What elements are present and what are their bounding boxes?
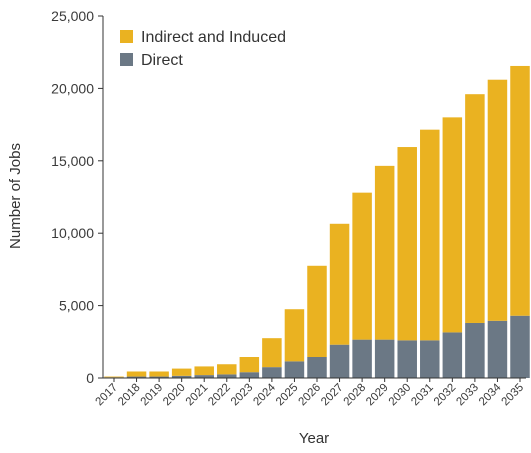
bar-direct-2023	[239, 372, 260, 378]
bar-indirect-and-induced-2032	[442, 117, 463, 333]
x-tick-label-2030: 2030	[387, 382, 414, 409]
x-tick-label-2032: 2032	[432, 382, 459, 409]
bar-indirect-and-induced-2019	[149, 371, 169, 377]
bar-direct-2025	[284, 361, 305, 378]
bar-direct-2028	[352, 339, 372, 378]
bar-indirect-and-induced-2025	[284, 309, 305, 362]
y-tick-label: 20,000	[51, 80, 94, 96]
bar-direct-2029	[374, 339, 395, 378]
bar-indirect-and-induced-2017	[104, 376, 124, 378]
x-tick-label-2031: 2031	[409, 382, 436, 409]
bar-direct-2035	[510, 315, 530, 378]
x-tick-label-2021: 2021	[184, 382, 211, 409]
bar-direct-2020	[171, 375, 192, 378]
x-axis-ticks: 2017201820192020202120222023202420252026…	[94, 378, 527, 409]
legend-label-direct: Direct	[141, 52, 183, 69]
x-tick-label-2034: 2034	[477, 381, 504, 408]
y-tick-label: 0	[86, 370, 94, 386]
x-tick-label-2019: 2019	[139, 382, 166, 409]
legend-label-indirect-and-induced: Indirect and Induced	[141, 29, 286, 46]
bar-direct-2021	[194, 375, 214, 378]
bar-direct-2034	[487, 320, 508, 378]
bar-direct-2026	[307, 357, 327, 378]
bar-direct-2031	[420, 340, 440, 378]
bar-direct-2030	[397, 340, 417, 378]
x-tick-label-2028: 2028	[342, 382, 369, 409]
bar-indirect-and-induced-2026	[307, 265, 327, 358]
y-axis-ticks: 0 5,000 10,000 15,000 20,000 25,000	[51, 8, 103, 386]
x-tick-label-2025: 2025	[274, 382, 301, 409]
bar-indirect-and-induced-2031	[420, 129, 440, 341]
y-tick-label: 25,000	[51, 8, 94, 24]
x-tick-label-2027: 2027	[319, 382, 346, 409]
bar-indirect-and-induced-2035	[510, 65, 530, 316]
bar-direct-2024	[262, 367, 282, 378]
bar-direct-2019	[149, 376, 169, 378]
bar-direct-2018	[126, 376, 147, 378]
bar-indirect-and-induced-2018	[126, 371, 147, 377]
bar-indirect-and-induced-2024	[262, 338, 282, 368]
bar-indirect-and-induced-2030	[397, 147, 417, 341]
x-tick-label-2017: 2017	[94, 382, 121, 409]
bar-indirect-and-induced-2029	[374, 165, 395, 340]
bar-direct-2027	[329, 344, 350, 378]
bar-indirect-and-induced-2023	[239, 357, 260, 373]
x-tick-label-2033: 2033	[454, 382, 481, 409]
bar-indirect-and-induced-2027	[329, 223, 350, 345]
x-tick-label-2024: 2024	[251, 381, 278, 408]
bar-direct-2032	[442, 332, 463, 378]
bar-direct-2033	[465, 322, 485, 378]
bars	[104, 65, 530, 378]
x-tick-label-2020: 2020	[161, 382, 188, 409]
bar-indirect-and-induced-2020	[171, 368, 192, 376]
bar-indirect-and-induced-2033	[465, 94, 485, 323]
bar-indirect-and-induced-2022	[217, 364, 237, 375]
y-tick-label: 5,000	[59, 298, 94, 314]
bar-indirect-and-induced-2034	[487, 79, 508, 321]
bar-indirect-and-induced-2028	[352, 192, 372, 340]
x-tick-label-2022: 2022	[206, 382, 233, 409]
legend-swatch-direct	[120, 53, 133, 66]
legend-swatch-indirect-and-induced	[120, 30, 133, 43]
y-tick-label: 10,000	[51, 225, 94, 241]
bar-direct-2022	[217, 374, 237, 378]
x-tick-label-2023: 2023	[229, 382, 256, 409]
y-axis-title: Number of Jobs	[7, 143, 24, 249]
x-tick-label-2035: 2035	[500, 382, 527, 409]
legend: Indirect and Induced Direct	[120, 29, 286, 69]
x-tick-label-2018: 2018	[116, 382, 143, 409]
x-tick-label-2029: 2029	[364, 382, 391, 409]
y-tick-label: 15,000	[51, 153, 94, 169]
x-axis-title: Year	[299, 430, 329, 447]
x-tick-label-2026: 2026	[297, 382, 324, 409]
bar-indirect-and-induced-2021	[194, 366, 214, 376]
